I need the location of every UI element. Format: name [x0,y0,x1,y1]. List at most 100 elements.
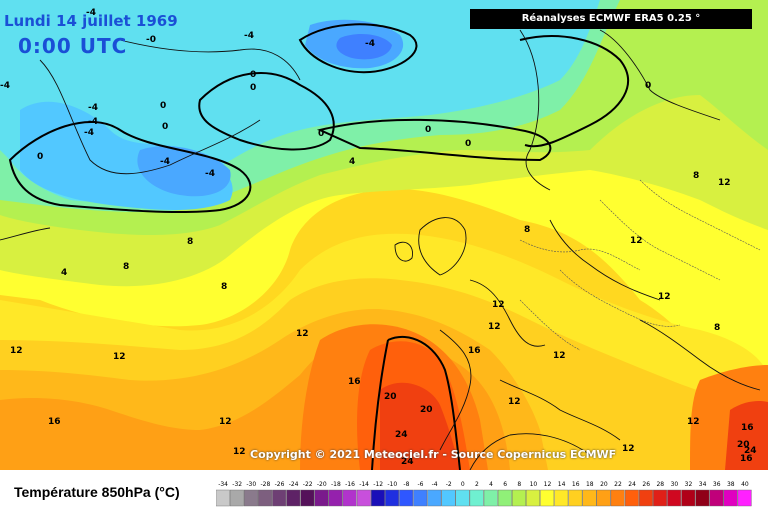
map-label: 0 [465,139,471,149]
map-label: 24 [744,446,757,456]
map-label: 8 [693,171,699,181]
map-label: 12 [296,329,309,339]
legend-swatch [229,489,244,507]
map-label: 12 [233,447,246,457]
legend-swatch [314,489,329,507]
legend-swatch [399,489,414,507]
band-minus6c [336,34,392,60]
legend-swatch [709,489,724,507]
legend-tick-label: 8 [517,481,521,488]
legend-tick-label: 32 [685,481,693,488]
map-label: 0 [250,83,256,93]
legend-tick-label: -14 [359,481,369,488]
legend-tick-label: -26 [275,481,285,488]
legend-tick-label: 6 [503,481,507,488]
map-label: 16 [48,417,61,427]
map-label: 20 [420,405,433,415]
legend-swatch [512,489,526,507]
map-label: 12 [492,300,505,310]
legend-tick-label: -2 [446,481,452,488]
map-label: 0 [425,125,431,135]
legend-swatch [695,489,710,507]
legend-swatch [469,489,484,507]
legend-swatch [483,489,498,507]
map-label: 24 [395,430,408,440]
legend-tick-label: -32 [232,481,242,488]
band-minus4c-a [137,146,231,197]
legend-tick-label: 0 [461,481,465,488]
legend-swatch [300,489,315,507]
legend-swatch [370,489,385,507]
legend-tick-label: -12 [373,481,383,488]
legend-swatch [653,489,667,507]
map-label: 24 [401,457,414,467]
map-label: 16 [740,454,753,464]
map-label: 4 [61,268,67,278]
map-label: 16 [348,377,361,387]
map-label: -4 [244,31,254,41]
legend-swatch [216,489,230,507]
map-label: 8 [187,237,193,247]
legend-swatch [554,489,569,507]
legend-swatch [244,489,258,507]
map-label: 12 [718,178,731,188]
legend-tick-label: 22 [614,481,622,488]
legend-tick-label: -34 [218,481,228,488]
legend-swatch [610,489,625,507]
legend-tick-label: 20 [600,481,608,488]
legend-swatch [441,489,456,507]
legend-tick-label: -18 [331,481,341,488]
map-label: 20 [737,440,750,450]
map-label: 0 [160,101,166,111]
legend-tick-label: -30 [246,481,256,488]
legend-tick-label: 34 [699,481,707,488]
map-label: 12 [658,292,671,302]
map-label: -4 [88,117,98,127]
legend-swatch [272,489,287,507]
map-label: 8 [524,225,530,235]
map-label: -4 [84,128,94,138]
legend-tick-label: 30 [671,481,679,488]
legend-swatch [342,489,357,507]
map-label: 12 [622,444,635,454]
map-label: 16 [741,423,754,433]
map-date: Lundi 14 juillet 1969 [4,12,178,30]
legend-swatch [568,489,583,507]
legend-swatch [596,489,611,507]
map-time: 0:00 UTC [18,34,128,58]
map-label: 0 [645,81,651,91]
legend-swatch [582,489,597,507]
legend-tick-label: 36 [713,481,721,488]
contour-zero-north [298,23,630,148]
map-label: -0 [146,35,156,45]
map-label: 12 [10,346,23,356]
borders [519,179,761,351]
map-label: 16 [468,346,481,356]
temperature-map: -4 -0 0 0 -4 0 -4 -4 -4 -4 -4 0 0 0 0 0 … [0,0,768,470]
legend-tick-label: -4 [432,481,438,488]
legend-swatch [639,489,653,507]
legend-swatch [385,489,400,507]
legend-tick-label: 38 [727,481,735,488]
legend-tick-label: 12 [544,481,552,488]
legend-swatch [526,489,540,507]
legend-swatch [497,489,512,507]
map-label: -4 [205,169,215,179]
copyright-text: Copyright © 2021 Meteociel.fr - Source C… [250,448,617,461]
map-label: 20 [384,392,397,402]
legend-swatch [667,489,682,507]
legend-tick-label: 28 [656,481,664,488]
legend-tick-label: -6 [418,481,424,488]
legend-tick-label: 14 [558,481,566,488]
legend-tick-label: -24 [289,481,299,488]
map-label: 4 [349,157,355,167]
legend-tick-label: 40 [741,481,749,488]
map-label: 0 [318,129,324,139]
source-banner: Réanalyses ECMWF ERA5 0.25 ° [470,9,752,29]
legend-swatch [737,489,752,507]
map-label: 0 [162,122,168,132]
map-label: 12 [508,397,521,407]
map-label: 12 [113,352,126,362]
legend-title: Température 850hPa (°C) [14,484,180,500]
